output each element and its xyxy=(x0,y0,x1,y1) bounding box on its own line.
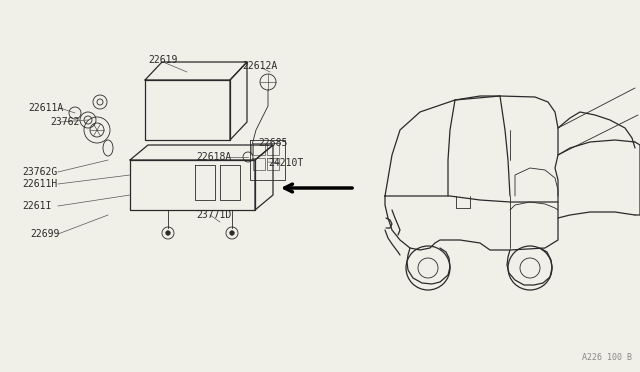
Text: 22611A: 22611A xyxy=(28,103,63,113)
Text: 22618A: 22618A xyxy=(196,152,231,162)
Text: 23771D: 23771D xyxy=(196,210,231,220)
Text: 2261I: 2261I xyxy=(22,201,51,211)
Text: 23762G: 23762G xyxy=(22,167,57,177)
Text: 24210T: 24210T xyxy=(268,158,303,168)
Text: 22699: 22699 xyxy=(30,229,60,239)
Text: 22619: 22619 xyxy=(148,55,177,65)
Circle shape xyxy=(166,231,170,235)
Text: 23762: 23762 xyxy=(50,117,79,127)
Text: A226 100 B: A226 100 B xyxy=(582,353,632,362)
Text: 22612A: 22612A xyxy=(242,61,277,71)
Circle shape xyxy=(230,231,234,235)
Text: 22611H: 22611H xyxy=(22,179,57,189)
Text: 22685: 22685 xyxy=(258,138,287,148)
